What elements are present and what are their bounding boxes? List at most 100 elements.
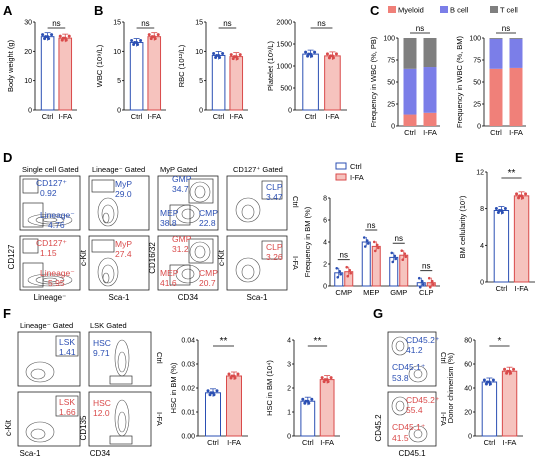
- significance-label: ns: [502, 24, 510, 33]
- y-tick-label: 25: [473, 102, 481, 109]
- bar-ctrl: [129, 42, 144, 111]
- axis-label-cd451-g: CD45.1: [398, 449, 426, 458]
- data-point: [214, 55, 218, 59]
- y-tick-label: 0: [117, 108, 121, 115]
- x-tick-label: Ctrl: [302, 438, 314, 447]
- data-point: [335, 267, 339, 270]
- data-point: [135, 41, 139, 45]
- stacked-segment-myeloid: [423, 112, 437, 126]
- x-tick-label: Ctrl: [305, 112, 317, 121]
- flow-plot-box: [387, 391, 437, 447]
- flow-label-gmp-ifa: GMP: [172, 234, 192, 244]
- data-point: [46, 35, 50, 39]
- data-point: [215, 389, 219, 393]
- flow-value-cmp-ifa: 20.7: [199, 278, 216, 288]
- flow-value-cd127-ifa: 1.15: [40, 248, 57, 258]
- chart-f-count: 0 1 2 3 4 HSC in BM (10⁴) Ctrl I-FA **: [265, 336, 340, 447]
- panel-letter-b: B: [94, 3, 103, 18]
- significance-label: **: [508, 168, 516, 179]
- data-point: [208, 393, 212, 397]
- flow-label-lineage-ifa: Lineage⁻: [40, 268, 75, 278]
- flow-label-lsk-ifa: LSK: [59, 397, 75, 407]
- bar-ifa: [58, 37, 73, 111]
- data-point: [132, 43, 136, 47]
- data-point: [306, 399, 310, 403]
- y-tick-label: 1: [287, 410, 291, 417]
- significance-label: **: [220, 336, 228, 347]
- y-tick-label: 20: [24, 49, 32, 56]
- data-point: [232, 374, 236, 378]
- data-point: [365, 239, 369, 242]
- axis-label-ckit: c-Kit: [79, 249, 88, 266]
- y-tick-label: 75: [387, 58, 395, 65]
- significance-label: ns: [395, 234, 403, 243]
- contour-shapes: [27, 181, 261, 287]
- x-tick-label: I-FA: [320, 438, 334, 447]
- data-point: [327, 56, 331, 60]
- bar-ifa: [513, 195, 530, 283]
- significance-label: **: [314, 336, 322, 347]
- data-point: [320, 376, 324, 380]
- flow-plot-box: [226, 235, 288, 291]
- data-point: [309, 52, 313, 56]
- x-tick-label: I-FA: [326, 112, 340, 121]
- y-axis-label: Body weight (g): [6, 39, 15, 92]
- y-tick-label: 0.02: [181, 386, 195, 393]
- significance-label: ns: [422, 262, 430, 271]
- y-axis-label: Frequency in BM (%): [303, 206, 312, 277]
- data-point: [515, 192, 519, 196]
- flow-grid-g: CD45.2⁺ 41.2 CD45.1⁺ 53.8 CD45.2⁺ 55.4 C…: [374, 331, 448, 458]
- y-tick-label: 4: [480, 243, 484, 250]
- axis-label-cd452-g: CD45.2: [374, 414, 383, 442]
- data-point: [43, 37, 47, 41]
- y-tick-label: 8: [480, 206, 484, 213]
- legend-swatch: [490, 6, 498, 13]
- data-point: [60, 38, 64, 42]
- data-point: [391, 260, 395, 264]
- y-tick-label: 30: [24, 20, 32, 27]
- data-point: [310, 397, 314, 401]
- data-point: [428, 285, 432, 289]
- flow-row-ifa: [19, 235, 288, 291]
- y-tick-label: 4: [323, 240, 327, 247]
- data-point: [234, 55, 238, 59]
- data-point: [211, 391, 215, 395]
- flow-label-clp-ifa: CLP: [266, 242, 283, 252]
- y-tick-label: 2: [323, 262, 327, 269]
- x-tick-label: Ctrl: [131, 112, 143, 121]
- axis-label-ckit-2: c-Kit: [217, 249, 226, 266]
- legend-swatch-ctrl: [335, 162, 347, 170]
- stacked-segment-tcell: [509, 38, 523, 39]
- data-point: [345, 265, 349, 269]
- row-label-ctrl-g: Ctrl: [439, 352, 448, 364]
- bar-ctrl: [493, 210, 510, 283]
- flow-value-clp-ifa: 3.26: [266, 252, 283, 262]
- bar-ifa: [501, 370, 518, 437]
- data-point: [484, 382, 488, 386]
- flow-value-lineage-ifa: 5.95: [48, 278, 65, 288]
- data-point: [524, 192, 528, 196]
- data-point: [505, 371, 509, 375]
- data-point: [401, 258, 405, 262]
- y-tick-label: 15: [195, 20, 203, 27]
- data-point: [512, 367, 516, 371]
- data-point: [482, 378, 486, 382]
- data-point: [41, 33, 45, 37]
- flow-value-mep-ifa: 41.6: [160, 278, 177, 288]
- flow-value-myp-ifa: 27.4: [115, 249, 132, 259]
- data-point: [372, 240, 376, 244]
- gate-title-cd127: CD127⁺ Gated: [233, 165, 283, 174]
- data-point: [301, 397, 305, 401]
- y-tick-label: 100: [383, 36, 395, 43]
- flow-label-mep-ctrl: MEP: [160, 208, 179, 218]
- stacked-segment-bcell: [403, 68, 417, 115]
- y-tick-label: 12: [476, 170, 484, 177]
- data-point: [152, 35, 156, 39]
- flow-plot-box: [17, 331, 81, 387]
- chart-b-wbc: 0 5 10 15 WBC (10⁹/L) Ctrl I-FA ns: [95, 19, 166, 121]
- y-tick-label: 50: [387, 80, 395, 87]
- x-tick-label: Ctrl: [207, 438, 219, 447]
- significance-label: ns: [141, 19, 149, 28]
- y-tick-label: 0.00: [181, 434, 195, 441]
- y-tick-label: 0: [199, 108, 203, 115]
